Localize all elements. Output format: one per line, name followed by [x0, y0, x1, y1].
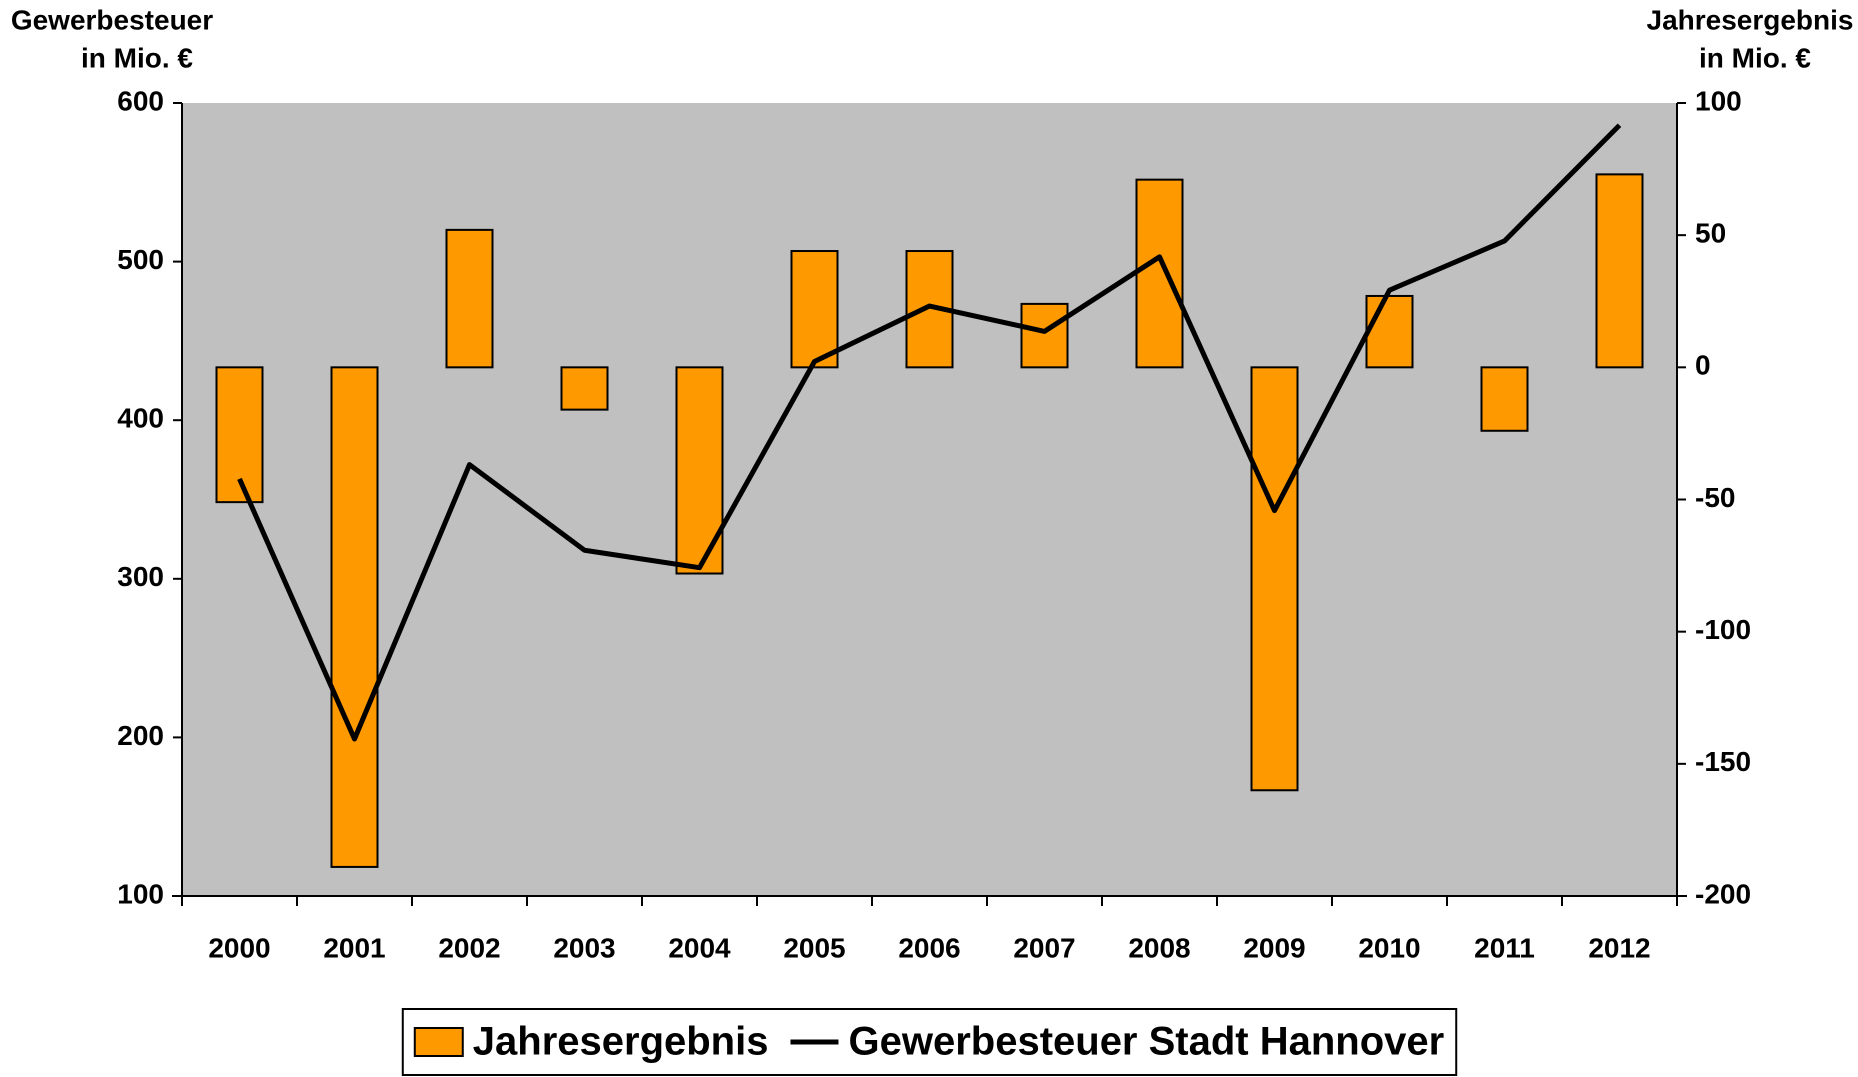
bar [1135, 178, 1184, 369]
y2-axis-title: in Mio. € [1699, 42, 1811, 73]
x-tick-label: 2006 [898, 932, 960, 963]
legend-swatch [413, 1027, 464, 1057]
y2-tick-label: 100 [1695, 85, 1742, 116]
x-tick-label: 2000 [208, 932, 270, 963]
x-tick-label: 2004 [668, 932, 731, 963]
y-tick-label: 300 [117, 561, 164, 592]
bar [1250, 366, 1299, 792]
y2-tick-label: -150 [1695, 746, 1751, 777]
bar [445, 228, 494, 369]
x-tick-label: 2008 [1128, 932, 1190, 963]
bar [560, 366, 609, 411]
y-tick-label: 400 [117, 403, 164, 434]
x-tick-label: 2007 [1013, 932, 1075, 963]
y2-tick-label: -200 [1695, 878, 1751, 909]
y-axis-title: in Mio. € [81, 42, 193, 73]
bar [215, 366, 264, 504]
line [237, 123, 1622, 742]
y2-tick-label: -50 [1695, 482, 1735, 513]
legend-label: Gewerbesteuer Stadt Hannover [848, 1020, 1444, 1064]
legend-label: Jahresergebnis [473, 1020, 769, 1064]
y2-tick-label: 50 [1695, 218, 1726, 249]
x-tick-label: 2010 [1358, 932, 1420, 963]
bar [1020, 302, 1069, 369]
x-tick-label: 2009 [1243, 932, 1305, 963]
y2-tick-label: 0 [1695, 350, 1711, 381]
x-tick-label: 2011 [1474, 932, 1535, 963]
y-tick-label: 200 [117, 720, 164, 751]
bar [330, 366, 379, 868]
x-tick-label: 2003 [553, 932, 615, 963]
bar [1365, 294, 1414, 369]
legend: Jahresergebnis Gewerbesteuer Stadt Hannov… [401, 1008, 1458, 1076]
legend-box [401, 1008, 1458, 1076]
x-tick-label: 2005 [783, 932, 845, 963]
bar [1595, 173, 1644, 369]
y2-tick-label: -100 [1695, 614, 1751, 645]
y-tick-label: 100 [117, 878, 164, 909]
plot-area [182, 103, 1677, 896]
x-tick-label: 2012 [1588, 932, 1650, 963]
bar [1480, 366, 1529, 432]
y2-axis-title: Jahresergebnis [1647, 4, 1854, 35]
bar [790, 250, 839, 369]
y-tick-label: 500 [117, 244, 164, 275]
x-tick-label: 2001 [323, 932, 385, 963]
y-axis-title: Gewerbesteuer [11, 4, 213, 35]
x-tick-label: 2002 [438, 932, 500, 963]
y-tick-label: 600 [117, 85, 164, 116]
